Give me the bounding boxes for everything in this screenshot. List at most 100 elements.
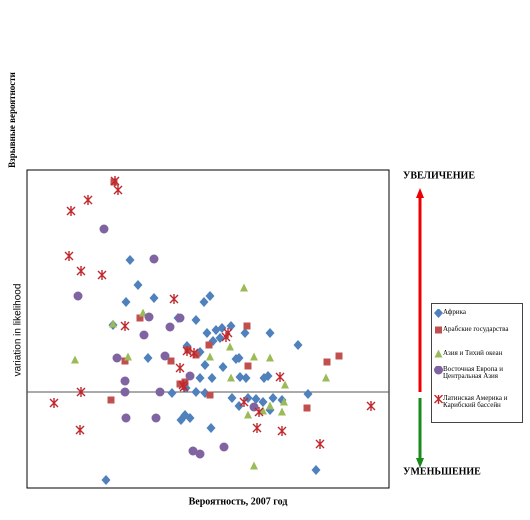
point: [169, 294, 179, 304]
point: [303, 389, 313, 399]
point: [155, 387, 165, 397]
decrease-label: УМЕНЬШЕНИЕ: [403, 466, 481, 477]
point: [227, 393, 237, 403]
point: [110, 176, 120, 186]
point: [206, 352, 214, 361]
plot-frame: [26, 169, 390, 489]
point: [179, 382, 189, 392]
point: [167, 388, 177, 398]
point: [139, 330, 149, 340]
point: [144, 312, 154, 322]
legend-marker: [434, 366, 443, 375]
point: [107, 396, 115, 404]
point: [240, 328, 250, 338]
legend-item: Азия и Тихий океан: [434, 350, 520, 359]
point: [234, 401, 244, 411]
legend-swatch: [435, 326, 442, 334]
point: [235, 372, 245, 382]
point: [277, 426, 287, 436]
point: [151, 413, 161, 423]
point: [226, 321, 236, 331]
legend-item: Латинская Америка и Карибский бассейн: [434, 395, 520, 409]
point: [188, 446, 198, 456]
point: [167, 357, 175, 365]
point: [244, 410, 252, 419]
decrease-arrowhead: [416, 458, 424, 468]
legend-label: Восточная Европа и Центральная Азия: [443, 365, 504, 380]
legend-item: Африка: [434, 309, 520, 318]
point: [207, 373, 217, 383]
point: [143, 353, 153, 363]
point: [266, 353, 274, 362]
point: [366, 401, 376, 411]
point: [303, 404, 311, 412]
point: [83, 195, 93, 205]
point: [266, 401, 274, 410]
point: [120, 387, 130, 397]
point: [311, 465, 321, 475]
point: [112, 353, 122, 363]
legend-marker: [434, 395, 443, 404]
point: [120, 376, 130, 386]
point: [136, 314, 144, 322]
point: [322, 373, 330, 382]
point: [205, 341, 213, 349]
point: [160, 351, 170, 361]
point: [323, 358, 331, 366]
point: [258, 397, 268, 407]
point: [250, 352, 258, 361]
point: [71, 355, 79, 364]
point: [199, 297, 209, 307]
point: [125, 255, 135, 265]
point: [191, 315, 201, 325]
legend-item: Арабские государства: [434, 326, 520, 335]
point: [335, 352, 343, 360]
point: [149, 254, 159, 264]
point: [217, 323, 227, 333]
point: [265, 328, 275, 338]
point: [176, 415, 186, 425]
increase-arrowhead: [416, 188, 424, 198]
point: [239, 397, 249, 407]
point: [240, 283, 248, 292]
point: [250, 461, 258, 470]
point: [278, 407, 286, 416]
point: [244, 362, 252, 370]
y-title: Взрывные вероятности: [7, 72, 17, 168]
legend-swatch: [434, 366, 443, 375]
legend-swatch: [434, 350, 443, 358]
point: [205, 291, 215, 301]
point: [252, 423, 262, 433]
point: [121, 413, 131, 423]
point: [243, 322, 251, 330]
point: [121, 357, 129, 365]
point: [139, 308, 147, 317]
point: [133, 280, 143, 290]
point: [75, 425, 85, 435]
point: [315, 439, 325, 449]
legend-item: Восточная Европа и Центральная Азия: [434, 366, 520, 380]
point: [109, 319, 117, 328]
point: [182, 346, 192, 356]
legend-swatch: [434, 395, 443, 404]
point: [275, 372, 285, 382]
legend-label: Латинская Америка и Карибский бассейн: [443, 394, 508, 409]
point: [191, 387, 201, 397]
point: [221, 332, 231, 342]
point: [268, 393, 278, 403]
point: [195, 449, 205, 459]
point: [101, 475, 111, 485]
point: [64, 251, 74, 261]
point: [165, 322, 175, 332]
x-label: Вероятность, 2007 год: [189, 496, 288, 507]
point: [66, 206, 76, 216]
point: [254, 407, 264, 417]
point: [175, 363, 185, 373]
legend-marker: [434, 309, 443, 318]
point: [206, 423, 216, 433]
point: [293, 340, 303, 350]
point: [97, 270, 107, 280]
legend-label: Азия и Тихий океан: [443, 349, 503, 357]
point: [149, 293, 159, 303]
y-label: variation in likelihood: [13, 284, 24, 377]
